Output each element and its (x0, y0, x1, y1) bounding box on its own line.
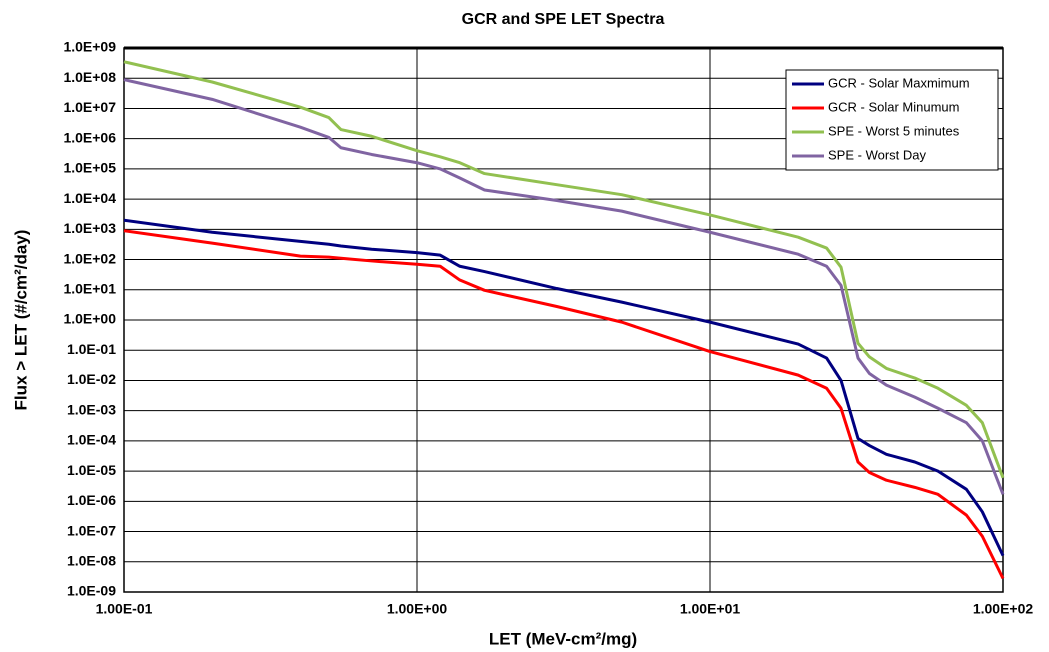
legend-label: GCR - Solar Minumum (828, 99, 959, 114)
y-tick-label: 1.0E-04 (67, 432, 116, 448)
y-tick-label: 1.0E+07 (63, 99, 116, 115)
y-tick-label: 1.0E+00 (63, 311, 116, 327)
legend-label: SPE - Worst Day (828, 147, 927, 162)
y-tick-label: 1.0E-09 (67, 583, 116, 599)
series-line (123, 229, 1005, 580)
x-axis-label: LET (MeV-cm²/mg) (489, 629, 637, 648)
y-tick-label: 1.0E+05 (63, 160, 116, 176)
legend-label: GCR - Solar Maxmimum (828, 75, 970, 90)
y-tick-label: 1.0E+02 (63, 250, 116, 266)
x-tick-label: 1.00E+00 (387, 601, 448, 617)
x-tick-label: 1.00E-01 (96, 601, 153, 617)
y-tick-label: 1.0E+06 (63, 129, 116, 145)
series-line (123, 60, 1005, 479)
y-tick-label: 1.0E+01 (63, 280, 116, 296)
y-tick-label: 1.0E+03 (63, 220, 116, 236)
y-tick-label: 1.0E-06 (67, 492, 116, 508)
chart-title: GCR and SPE LET Spectra (462, 11, 665, 28)
y-tick-label: 1.0E-01 (67, 341, 116, 357)
x-tick-label: 1.00E+02 (973, 601, 1034, 617)
x-tick-label: 1.00E+01 (680, 601, 741, 617)
y-tick-label: 1.0E+09 (63, 39, 116, 55)
legend (785, 69, 999, 171)
y-tick-label: 1.0E-07 (67, 522, 116, 538)
y-tick-label: 1.0E-08 (67, 552, 116, 568)
series-line (123, 78, 1005, 495)
y-tick-label: 1.0E+08 (63, 69, 116, 85)
y-tick-label: 1.0E+04 (63, 190, 116, 206)
y-tick-label: 1.0E-02 (67, 371, 116, 387)
series-line (123, 218, 1005, 557)
y-axis-label: Flux > LET (#/cm²/day) (11, 230, 30, 411)
y-tick-label: 1.0E-05 (67, 462, 116, 478)
y-tick-label: 1.0E-03 (67, 401, 116, 417)
legend-label: SPE - Worst 5 minutes (828, 123, 960, 138)
